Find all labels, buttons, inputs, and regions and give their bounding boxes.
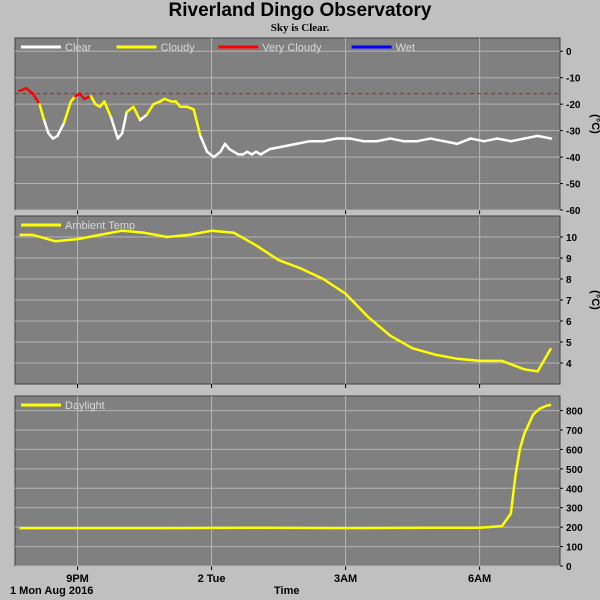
sky-temp-segment (442, 139, 459, 146)
sky-temp-segment (456, 137, 472, 146)
panel-background (14, 37, 561, 211)
sky-temp-segment (38, 102, 46, 122)
x-axis-label: Time (274, 585, 299, 597)
legend-entry: Ambient Temp (65, 220, 135, 232)
x-tick-label: 2 Tue (198, 573, 226, 585)
sky-temp-segment (219, 142, 227, 154)
sky-temp-segment (31, 92, 41, 106)
y-tick-label: -50 (566, 180, 581, 191)
sky-temp-segment (348, 137, 365, 143)
y-tick-label: -60 (566, 206, 581, 217)
sky-temp-segment (24, 87, 35, 95)
date-label: 1 Mon Aug 2016 (10, 585, 93, 597)
legend-entry: Wet (396, 42, 415, 54)
sky-status: Sky is Clear. (270, 22, 330, 34)
sky-temp-segment (259, 147, 271, 156)
legend-entry: Very Cloudy (262, 42, 322, 54)
y-tick-label: 10 (566, 233, 578, 244)
sky-temp-segment (138, 113, 149, 122)
x-tick-label: 3AM (334, 573, 357, 585)
legend-entry: Daylight (65, 400, 105, 412)
sky-temp-segment (56, 121, 66, 138)
sky-temp-segment (89, 94, 97, 106)
y-tick-label: 7 (566, 296, 572, 307)
sky-temp-segment (192, 108, 202, 138)
sky-temp-segment (109, 116, 119, 140)
y-tick-label: 300 (566, 504, 583, 515)
sky-temp-segment (388, 137, 405, 143)
y-tick-label: 8 (566, 275, 572, 286)
sky-temp-segment (205, 150, 216, 159)
sky-temp-segment (212, 150, 222, 159)
sky-temp-segment (509, 137, 526, 143)
sky-temp-segment (281, 142, 298, 148)
sky-temperature-panel: 0 -10 -20 -30 -40 -50 -60 (°C) Clear Cloudy Very C… (14, 37, 600, 217)
y-tick-label: 5 (566, 338, 572, 349)
y-tick-label: 700 (566, 426, 583, 437)
sky-temp-segment (482, 137, 499, 143)
chart-title: Riverland Dingo Observatory (168, 0, 432, 21)
sky-temp-segment (42, 118, 50, 135)
daylight-series-line (19, 403, 552, 530)
daylight-panel: 9PM 2 Tue 3AM 6AM 0 100 200 300 400 500 600 700 800 D… (14, 395, 583, 585)
sky-temp-segment (469, 137, 486, 143)
sky-temp-segment (536, 134, 553, 140)
legend-entry: Clear (65, 42, 92, 54)
sky-temp-segment (523, 134, 539, 140)
y-tick-label: -20 (566, 100, 581, 111)
ambient-temp-panel: 4 5 6 7 8 9 10 (°C) Ambient Temp (14, 215, 600, 388)
y-tick-label: 4 (566, 359, 572, 370)
sky-temp-segment (125, 105, 135, 114)
y-tick-label: -30 (566, 127, 581, 138)
y-tick-label: 6 (566, 317, 572, 328)
y-tick-label: 100 (566, 543, 583, 554)
sky-temp-segment (375, 137, 392, 143)
y-tick-label: 800 (566, 407, 583, 418)
sky-temp-segment (199, 134, 209, 154)
sky-temp-segment (268, 145, 285, 151)
y-tick-label: 200 (566, 523, 583, 534)
panel-background (14, 395, 561, 567)
sky-temp-segment (103, 100, 113, 119)
sky-temp-segment (145, 102, 155, 116)
y-tick-label: 0 (566, 47, 572, 58)
sky-temp-segment (321, 137, 338, 143)
sky-temp-segment (429, 137, 446, 143)
x-tick-label: 6AM (468, 573, 491, 585)
legend-entry: Cloudy (161, 42, 196, 54)
sky-temp-segment (62, 100, 73, 124)
temp-series-line (19, 229, 553, 373)
sky-temp-segment (496, 137, 513, 143)
y-tick-label: 400 (566, 484, 583, 495)
y-tick-label: 500 (566, 465, 583, 476)
y-axis-unit: (°C) (589, 114, 600, 134)
sky-temp-segment (415, 137, 432, 143)
sky-temp-segment (295, 139, 312, 146)
y-tick-label: 9 (566, 254, 572, 265)
x-tick-label: 9PM (66, 573, 89, 585)
sky-temp-segment (120, 110, 128, 135)
sky-temp-segment (132, 105, 142, 122)
y-axis-unit: (°C) (589, 290, 600, 310)
y-tick-label: -10 (566, 74, 581, 85)
y-tick-label: 0 (566, 562, 572, 573)
y-tick-label: 600 (566, 445, 583, 456)
y-tick-label: -40 (566, 153, 581, 164)
